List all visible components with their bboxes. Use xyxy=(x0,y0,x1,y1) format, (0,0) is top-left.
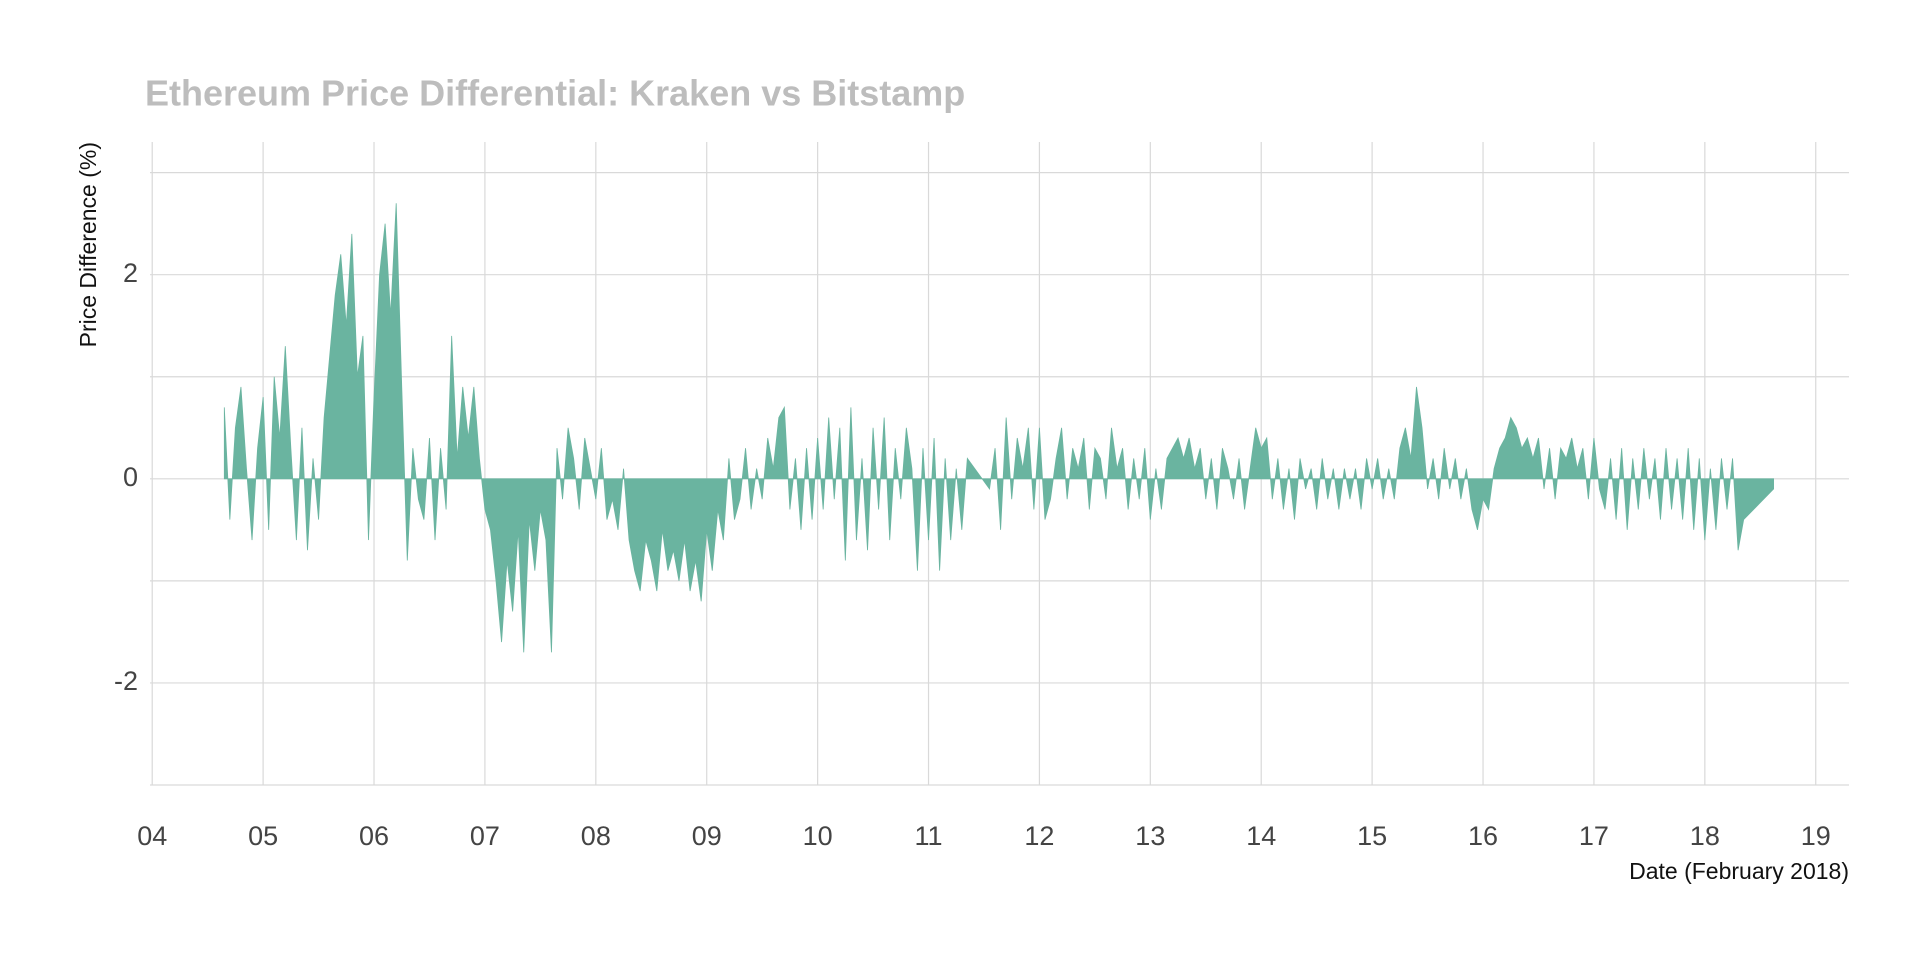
x-tick-label: 17 xyxy=(1579,821,1609,851)
area xyxy=(223,203,1774,653)
x-tick-label: 06 xyxy=(359,821,389,851)
chart-title: Ethereum Price Differential: Kraken vs B… xyxy=(145,73,965,114)
x-tick-label: 14 xyxy=(1246,821,1276,851)
y-axis-title: Price Difference (%) xyxy=(75,142,101,347)
x-tick-label: 04 xyxy=(137,821,167,851)
x-tick-label: 13 xyxy=(1135,821,1165,851)
x-tick-label: 19 xyxy=(1801,821,1831,851)
x-tick-label: 11 xyxy=(915,821,943,851)
y-tick-label: 2 xyxy=(123,258,138,288)
x-tick-label: 08 xyxy=(581,821,611,851)
x-tick-label: 07 xyxy=(470,821,500,851)
y-tick-label: 0 xyxy=(123,462,138,492)
x-tick-label: 10 xyxy=(803,821,833,851)
x-tick-label: 09 xyxy=(692,821,722,851)
x-tick-label: 16 xyxy=(1468,821,1498,851)
x-axis-title: Date (February 2018) xyxy=(1629,858,1849,884)
x-tick-label: 05 xyxy=(248,821,278,851)
x-tick-label: 12 xyxy=(1024,821,1054,851)
x-tick-label: 18 xyxy=(1690,821,1720,851)
y-tick-label: -2 xyxy=(114,666,138,696)
x-tick-label: 15 xyxy=(1357,821,1387,851)
